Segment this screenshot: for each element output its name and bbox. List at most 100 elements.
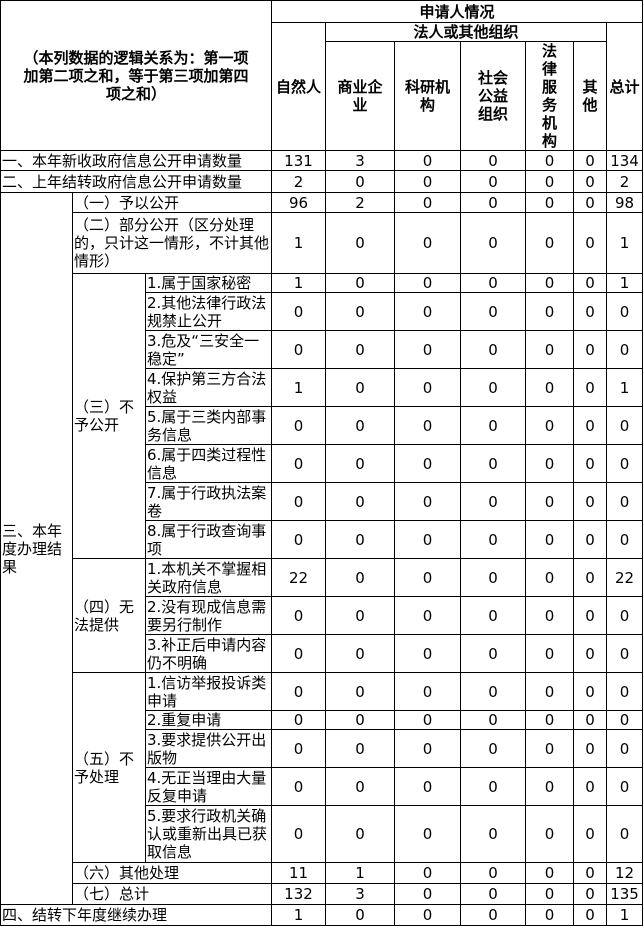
value-cell: 22 [605, 558, 644, 597]
value-cell: 131 [271, 150, 326, 171]
value-cell: 0 [573, 596, 607, 635]
value-cell: 0 [394, 558, 461, 597]
value-cell: 0 [460, 444, 526, 483]
value-cell: 0 [325, 767, 395, 806]
value-cell: 0 [605, 292, 644, 331]
value-cell: 0 [325, 273, 395, 293]
value-cell: 2 [325, 192, 395, 213]
value-cell: 0 [394, 729, 461, 768]
value-cell: 0 [460, 596, 526, 635]
org-col-header: 法律服务机构 [525, 41, 574, 151]
value-cell: 0 [460, 883, 526, 905]
value-cell: 0 [460, 482, 526, 521]
item-label: 5.属于三类内部事务信息 [145, 406, 272, 445]
value-cell: 0 [271, 444, 326, 483]
value-cell: 0 [525, 520, 574, 559]
value-cell: 0 [325, 212, 395, 274]
value-cell: 3 [325, 150, 395, 171]
value-cell: 0 [460, 330, 526, 369]
logic-note-header: （本列数据的逻辑关系为：第一项加第二项之和，等于第三项加第四项之和） [0, 0, 272, 151]
value-cell: 22 [271, 558, 326, 597]
value-cell: 0 [605, 710, 644, 730]
table-row: （四）无法提供 1.本机关不掌握相关政府信息 22 0 0 0 0 0 22 [1, 558, 644, 673]
value-cell: 0 [573, 558, 607, 597]
value-cell: 0 [460, 862, 526, 884]
value-cell: 0 [394, 883, 461, 905]
value-cell: 0 [573, 273, 607, 293]
value-cell: 0 [605, 330, 644, 369]
value-cell: 0 [394, 710, 461, 730]
value-cell: 0 [394, 520, 461, 559]
value-cell: 0 [325, 170, 395, 193]
value-cell: 0 [573, 520, 607, 559]
value-cell: 0 [460, 672, 526, 711]
value-cell: 0 [460, 212, 526, 274]
group-label: （五）不予处理 [72, 672, 146, 863]
table-row: 3.补正后申请内容仍不明确 0 0 0 0 0 0 0 [1, 634, 644, 673]
value-cell: 0 [573, 212, 607, 274]
value-cell: 0 [525, 150, 574, 171]
value-cell: 1 [605, 273, 644, 293]
value-cell: 0 [325, 292, 395, 331]
value-cell: 0 [460, 292, 526, 331]
table-row: 四、结转下年度继续办理 1 0 0 0 0 0 1 [0, 904, 644, 926]
value-cell: 0 [460, 520, 526, 559]
value-cell: 0 [605, 596, 644, 635]
value-cell: 0 [271, 710, 326, 730]
applicant-header: 申请人情况 [270, 0, 644, 23]
value-cell: 0 [271, 330, 326, 369]
item-label: 8.属于行政查询事项 [145, 520, 272, 559]
item-label: 2.其他法律行政法规禁止公开 [145, 292, 272, 331]
value-cell: 0 [460, 805, 526, 863]
row-label: 二、上年结转政府信息公开申请数量 [0, 170, 272, 193]
value-cell: 2 [271, 170, 326, 193]
value-cell: 0 [525, 904, 574, 926]
value-cell: 0 [525, 292, 574, 331]
value-cell: 0 [394, 596, 461, 635]
value-cell: 0 [394, 212, 461, 274]
value-cell: 3 [325, 883, 395, 905]
value-cell: 0 [394, 767, 461, 806]
value-cell: 1 [271, 212, 326, 274]
value-cell: 0 [573, 444, 607, 483]
item-label: 3.补正后申请内容仍不明确 [145, 634, 272, 673]
value-cell: 0 [394, 406, 461, 445]
value-cell: 0 [394, 904, 461, 926]
value-cell: 98 [605, 192, 644, 213]
table-row: 6.属于四类过程性信息 0 0 0 0 0 0 0 [1, 444, 644, 483]
value-cell: 0 [271, 634, 326, 673]
value-cell: 0 [271, 767, 326, 806]
value-cell: 0 [325, 596, 395, 635]
value-cell: 1 [271, 904, 326, 926]
value-cell: 0 [605, 729, 644, 768]
value-cell: 0 [525, 767, 574, 806]
legal-org-header: 法人或其他组织 [325, 22, 607, 42]
value-cell: 0 [525, 482, 574, 521]
value-cell: 0 [394, 805, 461, 863]
value-cell: 0 [271, 482, 326, 521]
value-cell: 0 [573, 672, 607, 711]
value-cell: 1 [605, 368, 644, 407]
item-label: 4.无正当理由大量反复申请 [145, 767, 272, 806]
org-col-header: 其他 [573, 41, 607, 151]
value-cell: 0 [394, 330, 461, 369]
value-cell: 0 [460, 170, 526, 193]
value-cell: 0 [525, 883, 574, 905]
value-cell: 0 [525, 444, 574, 483]
table-row: 2.没有现成信息需要另行制作 0 0 0 0 0 0 0 [1, 596, 644, 635]
value-cell: 96 [271, 192, 326, 213]
value-cell: 0 [573, 904, 607, 926]
value-cell: 0 [325, 406, 395, 445]
value-cell: 0 [325, 368, 395, 407]
value-cell: 0 [394, 292, 461, 331]
value-cell: 0 [605, 406, 644, 445]
value-cell: 135 [605, 883, 644, 905]
value-cell: 0 [525, 212, 574, 274]
value-cell: 0 [394, 273, 461, 293]
value-cell: 0 [460, 192, 526, 213]
value-cell: 0 [525, 672, 574, 711]
value-cell: 0 [605, 634, 644, 673]
value-cell: 0 [325, 904, 395, 926]
org-col-header: 科研机构 [394, 41, 461, 151]
